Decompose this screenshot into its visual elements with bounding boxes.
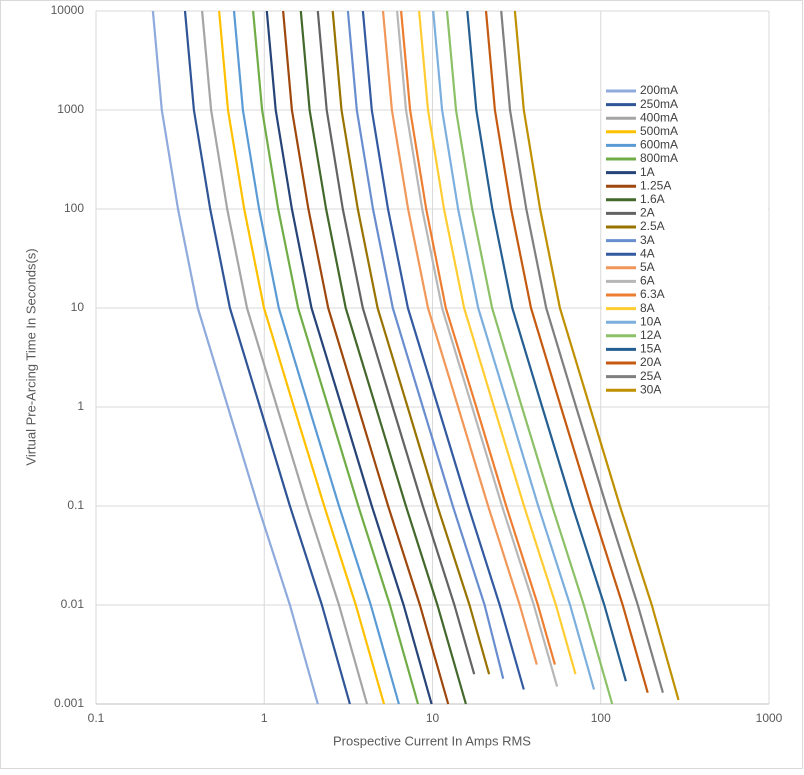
x-tick-label: 10 xyxy=(426,711,440,725)
series-line xyxy=(418,10,577,675)
series-line xyxy=(265,10,433,705)
y-tick-label: 0.1 xyxy=(67,498,84,512)
x-tick-label: 1 xyxy=(261,711,268,725)
legend-label: 500mA xyxy=(640,124,678,138)
legend-label: 3A xyxy=(640,233,655,247)
series-line xyxy=(381,10,538,665)
series-line xyxy=(282,10,450,705)
legend-label: 1.25A xyxy=(640,178,671,192)
y-tick-label: 0.001 xyxy=(54,696,84,710)
series-line xyxy=(299,10,467,705)
legend-label: 2A xyxy=(640,206,655,220)
legend-label: 600mA xyxy=(640,138,678,152)
series-line xyxy=(466,10,627,682)
series-line xyxy=(484,10,649,694)
legend-label: 800mA xyxy=(640,151,678,165)
series-line xyxy=(201,10,369,705)
y-tick-label: 100 xyxy=(64,201,84,215)
legend-label: 25A xyxy=(640,369,661,383)
series-line xyxy=(513,10,680,701)
y-tick-label: 10 xyxy=(71,300,85,314)
x-tick-label: 0.1 xyxy=(88,711,105,725)
y-tick-label: 10000 xyxy=(51,3,85,17)
legend-label: 6A xyxy=(640,274,655,288)
series-line xyxy=(432,10,596,690)
legend-label: 5A xyxy=(640,260,655,274)
legend-label: 250mA xyxy=(640,97,678,111)
legend-label: 200mA xyxy=(640,83,678,97)
legend-label: 8A xyxy=(640,301,655,315)
x-tick-label: 100 xyxy=(591,711,611,725)
legend-label: 15A xyxy=(640,342,661,356)
series-line xyxy=(316,10,476,675)
series-line xyxy=(331,10,491,675)
legend-label: 20A xyxy=(640,355,661,369)
x-tick-label: 1000 xyxy=(756,711,783,725)
legend-label: 2.5A xyxy=(640,219,665,233)
legend-label: 12A xyxy=(640,328,661,342)
legend-label: 400mA xyxy=(640,110,678,124)
y-tick-label: 0.01 xyxy=(61,597,85,611)
series-line xyxy=(232,10,400,705)
legend-label: 1A xyxy=(640,165,655,179)
series-line xyxy=(346,10,505,679)
series-line xyxy=(400,10,556,665)
legend-label: 4A xyxy=(640,246,655,260)
x-axis-title: Prospective Current In Amps RMS xyxy=(333,733,531,748)
y-tick-label: 1 xyxy=(77,399,84,413)
series-line xyxy=(361,10,525,690)
series-line xyxy=(151,10,319,705)
legend-label: 6.3A xyxy=(640,287,665,301)
series-line xyxy=(252,10,420,705)
legend-label: 10A xyxy=(640,314,661,328)
legend-label: 30A xyxy=(640,382,661,396)
series-line xyxy=(396,10,559,687)
series-line xyxy=(500,10,664,694)
series-line xyxy=(183,10,351,705)
y-tick-label: 1000 xyxy=(57,102,84,116)
y-axis-title: Virtual Pre-Arcing Time In Seconds(s) xyxy=(23,248,38,465)
series-line xyxy=(445,10,614,705)
series-line xyxy=(218,10,386,705)
legend-label: 1.6A xyxy=(640,192,665,206)
